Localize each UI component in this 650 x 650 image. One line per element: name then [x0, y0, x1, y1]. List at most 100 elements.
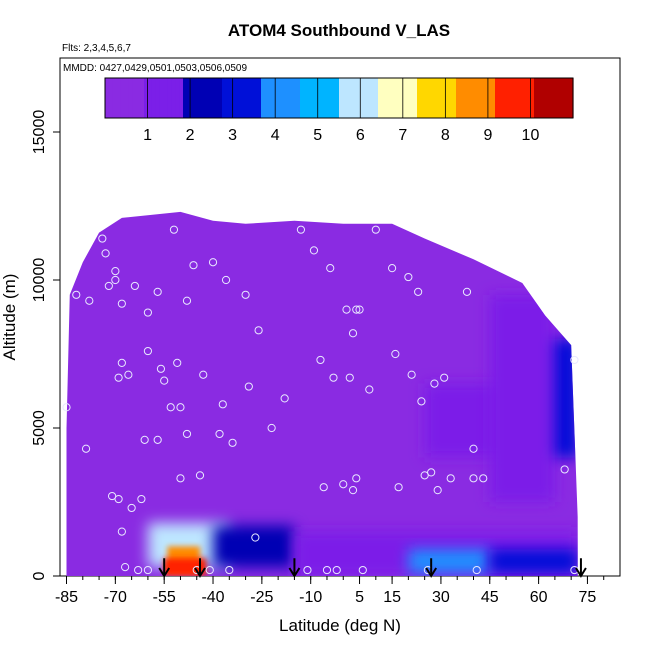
colorbar-swatch	[569, 78, 574, 118]
data-point	[85, 296, 94, 305]
colorbar-swatch	[218, 78, 223, 118]
data-point	[267, 423, 276, 433]
colorbar-swatch	[354, 78, 360, 118]
colorbar-tick-label: 10	[522, 127, 540, 144]
data-point	[195, 471, 205, 480]
data-point	[339, 480, 348, 489]
data-point	[430, 379, 439, 388]
data-point	[440, 373, 449, 382]
colorbar-swatch	[300, 78, 305, 118]
colorbar-swatch	[175, 78, 180, 118]
colorbar-swatch	[440, 78, 445, 118]
data-point	[117, 527, 126, 536]
y-tick-label: 5000	[31, 410, 48, 446]
x-axis: -85 -70 -55 -40 -25 -10 5 15 30 45 60 75	[55, 576, 605, 606]
colorbar-swatch	[264, 78, 270, 118]
x-tick-label: -55	[153, 589, 176, 606]
colorbar-swatch	[498, 78, 504, 118]
data-point	[316, 355, 325, 365]
data-point	[205, 565, 214, 575]
colorbar-swatch	[288, 78, 293, 118]
colorbar-tick-label: 5	[313, 127, 322, 144]
colorbar-swatch	[530, 78, 535, 118]
colorbar-swatch	[163, 78, 168, 118]
colorbar-swatch	[214, 78, 219, 118]
heatmap-region	[489, 549, 578, 574]
colorbar-swatch	[342, 78, 348, 118]
y-tick-label: 10000	[31, 258, 48, 303]
colorbar-swatch	[428, 78, 434, 118]
data-point	[570, 355, 579, 365]
colorbar-swatch	[186, 78, 192, 118]
colorbar-swatch	[105, 78, 110, 118]
data-point	[371, 225, 380, 234]
x-tick-label: -70	[104, 589, 127, 606]
data-point	[358, 565, 367, 575]
data-point	[329, 373, 338, 382]
colorbar-swatch	[358, 78, 363, 118]
data-point	[176, 474, 185, 483]
colorbar-swatch	[561, 78, 566, 118]
data-point	[355, 305, 364, 314]
colorbar-swatch	[296, 78, 301, 118]
data-point	[420, 471, 429, 480]
data-point	[479, 474, 488, 483]
colorbar-swatch	[144, 78, 149, 118]
colorbar-swatch	[339, 78, 344, 118]
colorbar-swatch	[112, 78, 118, 118]
flights-label: Flts: 2,3,4,5,6,7	[62, 43, 131, 54]
colorbar-swatch	[483, 78, 488, 118]
colorbar-swatch	[420, 78, 426, 118]
colorbar-swatch	[444, 78, 449, 118]
colorbar-swatch	[292, 78, 297, 118]
colorbar-swatch	[237, 78, 243, 118]
data-point	[160, 376, 169, 385]
data-point	[446, 474, 455, 483]
data-point	[111, 267, 120, 276]
colorbar-swatch	[198, 78, 204, 118]
colorbar-swatch	[120, 78, 126, 118]
colorbar-swatch	[179, 78, 184, 118]
colorbar-swatch	[194, 78, 200, 118]
colorbar-swatch	[268, 78, 274, 118]
data-point	[348, 329, 358, 338]
x-tick-label: -10	[299, 589, 322, 606]
data-point	[225, 565, 234, 575]
chart-title: ATOM4 Southbound V_LAS	[228, 21, 450, 40]
data-point	[417, 397, 426, 406]
y-axis-label: Altitude (m)	[0, 274, 19, 361]
colorbar-swatch	[362, 78, 367, 118]
data-point	[560, 465, 569, 474]
data-point	[124, 370, 133, 379]
colorbar-swatch	[229, 78, 235, 118]
colorbar-swatch	[222, 78, 227, 118]
data-point	[114, 373, 123, 382]
colorbar-swatch	[171, 78, 176, 118]
colorbar-swatch	[366, 78, 371, 118]
colorbar-swatch	[124, 78, 129, 118]
data-point	[348, 486, 358, 495]
data-point	[254, 326, 263, 335]
x-tick-label: -40	[201, 589, 224, 606]
colorbar-swatch	[541, 78, 547, 118]
data-point	[469, 474, 478, 483]
data-point	[387, 264, 397, 273]
colorbar-swatch	[303, 78, 309, 118]
data-point	[407, 370, 416, 379]
colorbar-swatch	[151, 78, 157, 118]
y-axis: 0 5000 10000 15000	[31, 110, 60, 580]
colorbar-swatch	[553, 78, 558, 118]
colorbar: 1 2 3 4 5 6 7 8 9 10	[104, 77, 574, 144]
colorbar-swatch	[545, 78, 551, 118]
colorbar-swatch	[331, 78, 336, 118]
data-point	[228, 438, 237, 447]
data-point	[134, 565, 143, 575]
colorbar-swatch	[534, 78, 539, 118]
colorbar-swatch	[393, 78, 399, 118]
data-point	[326, 264, 335, 273]
data-point	[319, 483, 328, 492]
colorbar-tick-label: 7	[398, 127, 407, 144]
colorbar-swatch	[448, 78, 453, 118]
colorbar-swatch	[459, 78, 465, 118]
